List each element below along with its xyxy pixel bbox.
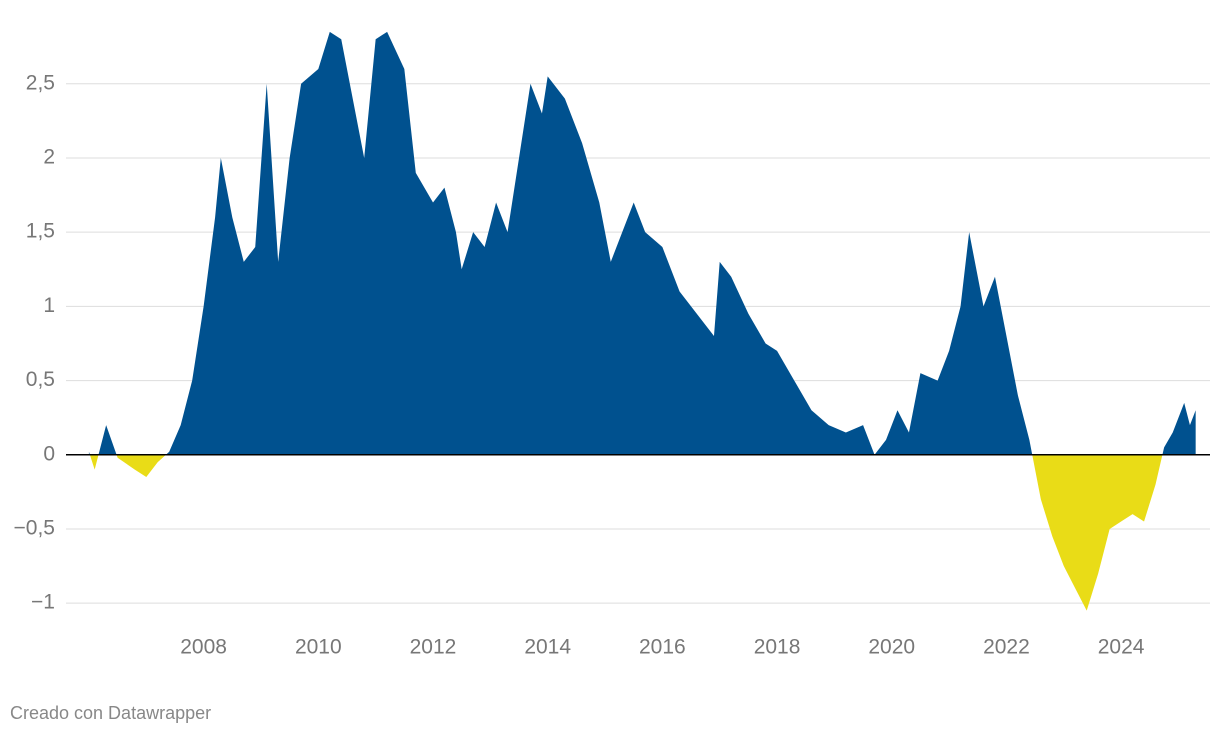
y-tick-label: −1 <box>31 591 55 614</box>
footer: Creado con Datawrapper <box>10 703 211 723</box>
area-negative <box>89 454 1163 611</box>
y-tick-label: 0 <box>43 442 55 465</box>
x-tick-label: 2022 <box>983 636 1030 659</box>
x-tick-label: 2018 <box>754 636 801 659</box>
x-tick-label: 2010 <box>295 636 342 659</box>
y-tick-label: 1 <box>43 294 55 317</box>
y-tick-label: 2 <box>43 146 55 169</box>
area-positive <box>88 31 1196 455</box>
x-tick-label: 2016 <box>639 636 686 659</box>
y-tick-label: 0,5 <box>26 368 55 391</box>
x-tick-label: 2008 <box>180 636 227 659</box>
y-tick-label: 1,5 <box>26 220 55 243</box>
x-tick-label: 2024 <box>1098 636 1145 659</box>
x-tick-label: 2014 <box>524 636 571 659</box>
plot <box>88 31 1196 611</box>
x-tick-label: 2020 <box>868 636 915 659</box>
y-tick-label: 2,5 <box>26 71 55 94</box>
y-tick-label: −0,5 <box>14 517 55 540</box>
x-tick-label: 2012 <box>410 636 457 659</box>
